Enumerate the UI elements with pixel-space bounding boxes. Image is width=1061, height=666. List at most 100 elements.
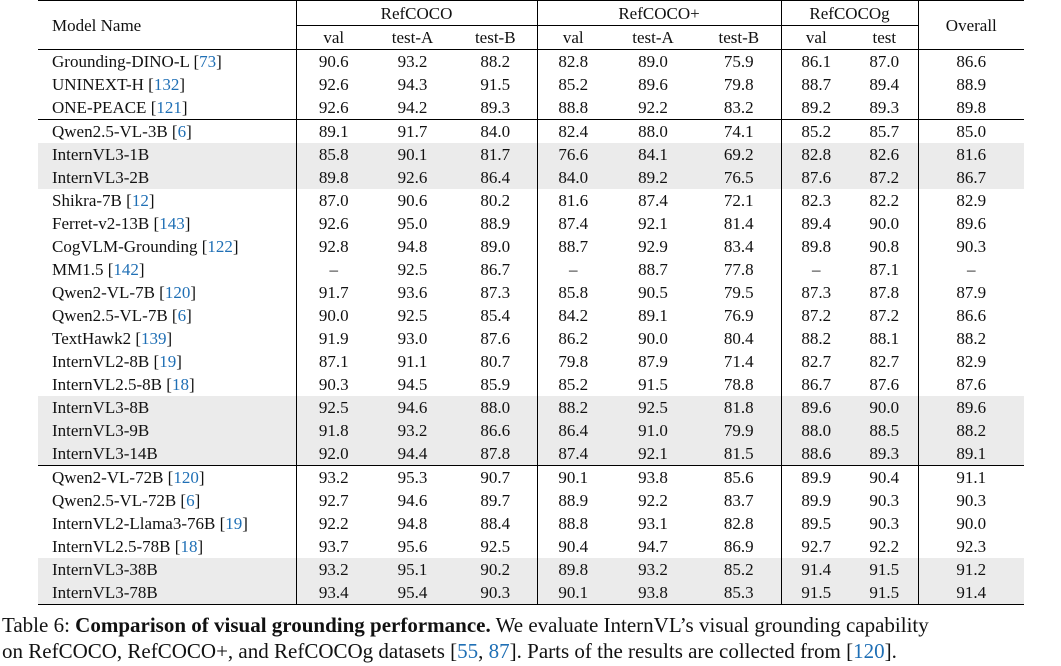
caption-text: ,: [478, 639, 489, 663]
citation-link[interactable]: 87: [488, 639, 510, 663]
citation-link[interactable]: 142: [113, 260, 139, 279]
score-cell: –: [295, 258, 371, 281]
score-cell: 90.1: [536, 581, 610, 605]
score-cell: 89.1: [638, 306, 668, 325]
score-cell: –: [536, 258, 610, 281]
score-cell: 93.0: [397, 329, 428, 348]
score-cell: 85.8: [295, 143, 371, 166]
overall-score-cell: 82.9: [917, 189, 1025, 212]
subheader-col: test: [851, 25, 919, 50]
citation-link[interactable]: 132: [153, 75, 180, 94]
model-name-cell: InternVL3-8B: [38, 396, 296, 419]
citation-link[interactable]: 139: [141, 329, 167, 348]
caption-text: ]. Parts of the results are collected fr…: [509, 639, 854, 663]
table-row: InternVL2-Llama3-76B [19] 92.2 94.8 88.4 88.…: [38, 512, 1025, 535]
score-cell: 84.0: [454, 119, 538, 143]
score-cell: 89.2: [609, 166, 698, 189]
table-row: Qwen2.5-VL-7B [6] 90.0 92.5 85.4 84.2 89.1 76.…: [38, 304, 1025, 327]
score-cell: 87.1: [869, 260, 900, 279]
score-cell: 90.2: [454, 558, 538, 581]
model-name: InternVL2-Llama3-76B: [52, 514, 216, 533]
model-name: Shikra-7B: [52, 191, 122, 210]
score-cell: 91.5: [851, 558, 919, 581]
citation-link[interactable]: 19: [159, 352, 177, 371]
score-cell: 88.2: [536, 396, 610, 419]
citation-link[interactable]: 120: [853, 639, 885, 663]
score-cell: 88.7: [536, 235, 610, 258]
score-cell: 89.8: [295, 166, 371, 189]
overall-score-cell: 86.6: [917, 304, 1025, 327]
score-cell: 95.6: [397, 537, 428, 556]
score-cell: 88.9: [536, 489, 610, 512]
model-name-cell: UNINEXT-H [132]: [52, 75, 186, 94]
citation-link[interactable]: 143: [159, 214, 185, 233]
score-cell: 95.1: [371, 558, 454, 581]
table-header: Model Name RefCOCO RefCOCO+ RefCOCOg Ove…: [38, 0, 1025, 50]
citation-link[interactable]: 18: [180, 537, 198, 556]
model-name: InternVL3-78B: [52, 583, 158, 602]
score-cell: 69.2: [697, 143, 782, 166]
score-cell: –: [780, 258, 852, 281]
citation-link[interactable]: 121: [156, 98, 182, 117]
score-cell: 85.2: [536, 373, 610, 396]
model-name: InternVL2.5-78B: [52, 537, 171, 556]
model-name-cell: InternVL3-1B: [38, 143, 296, 166]
score-cell: 85.3: [697, 581, 782, 605]
score-cell: 91.5: [851, 581, 919, 605]
score-cell: 82.8: [536, 49, 610, 73]
score-cell: 94.6: [397, 491, 428, 510]
score-cell: 86.2: [536, 327, 610, 350]
score-cell: 89.3: [851, 442, 919, 466]
score-cell: 92.5: [480, 537, 511, 556]
score-cell: 85.2: [780, 119, 852, 143]
overall-score-cell: 89.8: [917, 96, 1025, 120]
score-cell: 87.4: [638, 191, 668, 210]
score-cell: 90.3: [869, 491, 900, 510]
citation-link[interactable]: 12: [131, 191, 149, 210]
header-overall: Overall: [917, 0, 1025, 50]
score-cell: 72.1: [723, 191, 754, 210]
citation-link[interactable]: 18: [171, 375, 189, 394]
score-cell: 88.2: [480, 52, 511, 71]
citation-link[interactable]: 122: [207, 237, 233, 256]
score-cell: 90.0: [638, 329, 668, 348]
citation-link[interactable]: 19: [225, 514, 243, 533]
citation-link[interactable]: 6: [177, 122, 187, 141]
score-cell: 87.2: [869, 306, 900, 325]
header-group-refcoco: RefCOCO: [295, 0, 538, 26]
subheader-col: test-A: [371, 25, 454, 50]
score-cell: 88.4: [480, 514, 511, 533]
caption-text: We evaluate InternVL’s visual grounding …: [490, 613, 929, 637]
model-name: InternVL3-1B: [52, 145, 150, 164]
model-name: InternVL3-38B: [52, 560, 158, 579]
score-cell: 89.9: [780, 489, 852, 512]
score-cell: 88.0: [454, 396, 538, 419]
score-cell: 86.4: [536, 419, 610, 442]
score-cell: 89.4: [780, 212, 852, 235]
score-cell: 86.9: [723, 537, 754, 556]
score-cell: 88.1: [869, 329, 900, 348]
score-cell: 85.2: [697, 558, 782, 581]
score-cell: 92.6: [295, 73, 371, 96]
score-cell: 93.7: [295, 535, 371, 558]
citation-link[interactable]: 6: [186, 491, 195, 510]
score-cell: 95.3: [371, 465, 454, 489]
score-cell: 90.8: [869, 237, 900, 256]
model-name-cell: TextHawk2 [139]: [52, 329, 173, 348]
score-cell: 92.1: [638, 214, 668, 233]
citation-link[interactable]: 120: [164, 283, 191, 302]
model-name: InternVL2-8B: [52, 352, 150, 371]
citation-link[interactable]: 55: [457, 639, 479, 663]
citation-link[interactable]: 73: [199, 52, 217, 71]
overall-score-cell: 87.6: [917, 373, 1025, 396]
score-cell: 92.6: [295, 96, 371, 120]
score-cell: 88.0: [609, 119, 698, 143]
citation-link[interactable]: 120: [173, 468, 199, 487]
score-cell: 93.8: [609, 581, 698, 605]
score-cell: 84.2: [536, 304, 610, 327]
score-cell: 93.1: [638, 514, 668, 533]
overall-score-cell: 87.9: [917, 281, 1025, 304]
citation-link[interactable]: 6: [177, 306, 187, 325]
score-cell: 87.8: [454, 442, 538, 466]
score-cell: 89.7: [480, 491, 511, 510]
